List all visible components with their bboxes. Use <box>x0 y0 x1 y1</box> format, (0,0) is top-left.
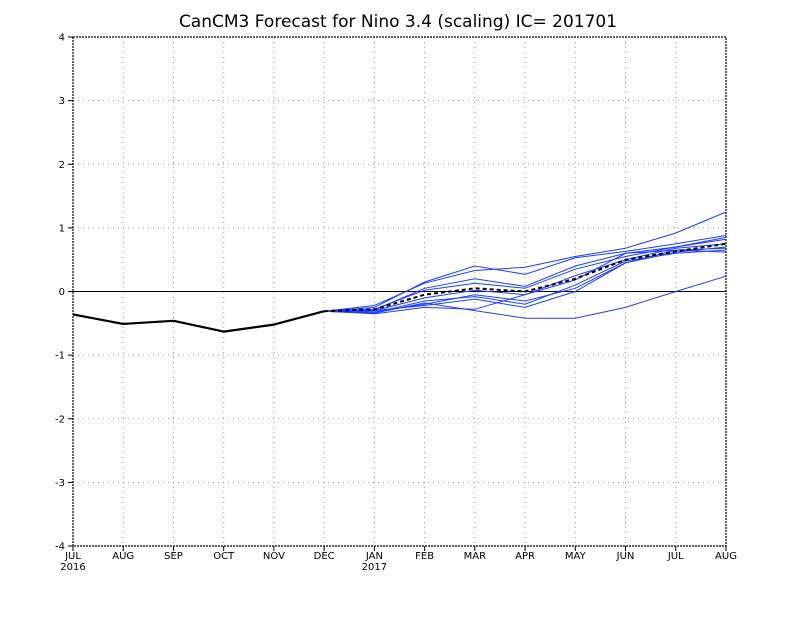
x-tick-label: APR <box>515 551 535 562</box>
ensemble-member-line <box>324 249 727 314</box>
y-tick-label: 1 <box>59 223 65 234</box>
x-year-label: 2016 <box>60 562 85 573</box>
x-tick-label: DEC <box>314 551 335 562</box>
x-tick-label: FEB <box>415 551 434 562</box>
ensemble-member-line <box>324 236 727 312</box>
observed-line <box>72 310 325 333</box>
x-tick-label: MAY <box>565 551 587 562</box>
ensemble-member-line <box>324 275 727 319</box>
ensemble-member-line <box>324 235 727 312</box>
axis-layer: -4 -3 -2 -1 0 1 2 3 4 JUL AUG SEP OCT NOV DEC JAN FEB MAR… <box>55 33 737 574</box>
x-tick-label: OCT <box>213 551 235 562</box>
ensemble-member-line <box>324 249 727 315</box>
x-tick-label: AUG <box>715 551 737 562</box>
x-tick-label: JUL <box>667 551 684 562</box>
y-tick-label: 3 <box>59 96 65 107</box>
y-tick-label: -4 <box>55 542 65 553</box>
ensemble-mean-line <box>324 242 727 313</box>
x-tick-label: SEP <box>164 551 183 562</box>
y-tick-label: -1 <box>55 351 65 362</box>
y-tick-label: -2 <box>55 414 65 425</box>
x-year-label: 2017 <box>362 562 387 573</box>
y-tick-label: 0 <box>59 287 65 298</box>
x-tick-label: JUL <box>64 551 81 562</box>
x-tick-label: AUG <box>112 551 134 562</box>
y-tick-label: 4 <box>59 33 65 44</box>
ensemble-member-line <box>324 247 727 312</box>
chart-title: CanCM3 Forecast for Nino 3.4 (scaling) I… <box>179 12 617 32</box>
x-tick-label: JUN <box>616 551 635 562</box>
y-tick-label: 2 <box>59 160 65 171</box>
x-tick-label: NOV <box>263 551 285 562</box>
ensemble-member-line <box>324 211 727 312</box>
x-tick-label: JAN <box>365 551 383 562</box>
y-tick-label: -3 <box>55 478 65 489</box>
plot-frame <box>72 36 727 547</box>
series-layer <box>72 211 727 333</box>
x-tick-label: MAR <box>464 551 486 562</box>
